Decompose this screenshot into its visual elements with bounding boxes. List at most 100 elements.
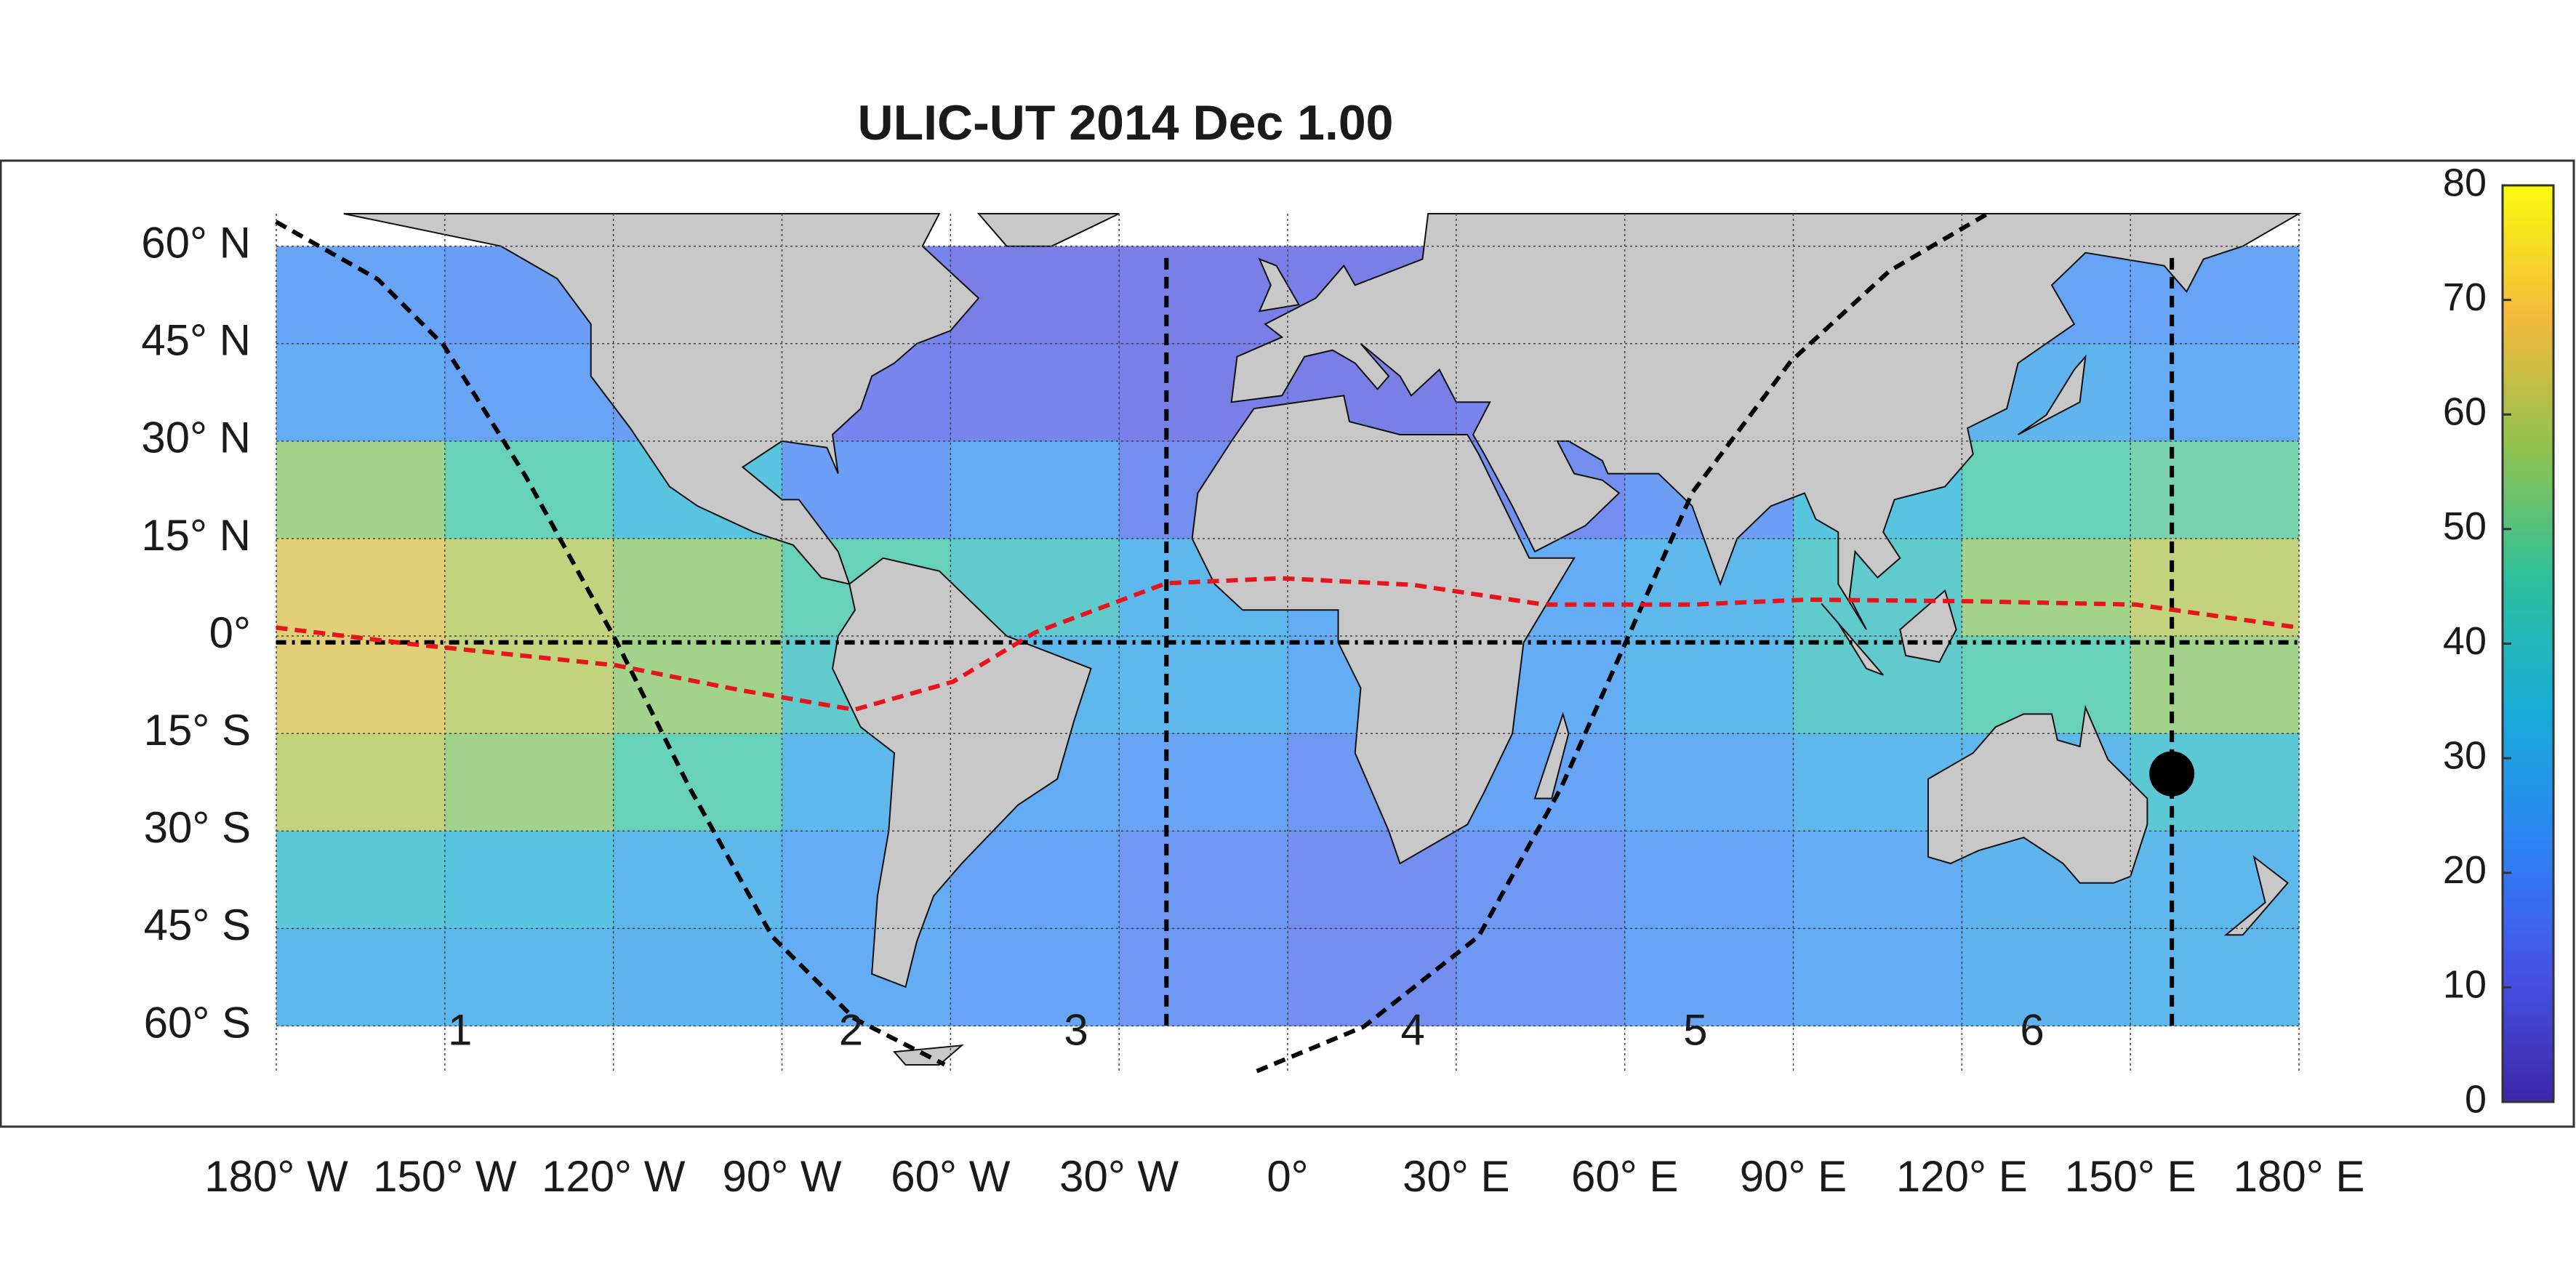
y-tick-label: 15° S <box>144 706 251 754</box>
colorbar-tick-label: 10 <box>2443 963 2487 1007</box>
field-cell <box>1119 831 1288 929</box>
colorbar-tick-label: 30 <box>2443 733 2487 777</box>
field-cell <box>613 733 782 832</box>
x-tick-label: 180° W <box>204 1152 348 1201</box>
y-tick-label: 0° <box>209 608 251 657</box>
field-cell <box>1288 928 1457 1026</box>
land <box>1927 704 2148 884</box>
field-cell <box>613 928 782 1026</box>
x-tick-label: 150° W <box>373 1152 517 1201</box>
field-cell <box>276 636 446 734</box>
field-cell <box>1624 733 1794 832</box>
x-tick-label: 90° E <box>1740 1152 1847 1201</box>
field-cell <box>444 440 614 539</box>
field-cell <box>276 246 446 345</box>
field-cell <box>2130 636 2300 734</box>
field-cell <box>950 246 1120 345</box>
field-cell <box>613 538 782 637</box>
field-cell <box>276 440 446 539</box>
great-circle <box>1256 212 1989 1074</box>
colorbar-tick-label: 40 <box>2443 619 2487 663</box>
colorbar-tick-label: 80 <box>2443 161 2487 204</box>
axes-frame <box>0 159 2575 1128</box>
land <box>2018 354 2087 435</box>
field-cell <box>444 831 614 929</box>
region-label: 3 <box>1064 1006 1088 1055</box>
site-marker <box>2149 751 2195 797</box>
field-cell <box>276 928 446 1026</box>
field-cell <box>1119 246 1288 345</box>
field-cell <box>276 343 446 442</box>
field-cell <box>444 928 614 1026</box>
x-tick-label: 60° W <box>891 1152 1010 1201</box>
region-label: 5 <box>1683 1006 1707 1055</box>
colorbar-tick-label: 60 <box>2443 390 2487 434</box>
field-cell <box>444 343 614 442</box>
field-cell <box>1456 928 1626 1026</box>
field-cell <box>613 636 782 734</box>
field-cell <box>2130 928 2300 1026</box>
land <box>2223 855 2289 936</box>
x-tick-label: 150° E <box>2065 1152 2196 1201</box>
field-cell <box>782 928 951 1026</box>
y-tick-label: 45° S <box>144 901 251 949</box>
x-tick-label: 0° <box>1267 1152 1308 1201</box>
land <box>832 557 1092 989</box>
x-tick-label: 120° E <box>1896 1152 2028 1201</box>
field-cell <box>444 538 614 637</box>
field-cell <box>276 831 446 929</box>
field-cell <box>1624 636 1794 734</box>
field-cell <box>950 343 1120 442</box>
field-cell <box>1119 733 1288 832</box>
y-tick-label: 45° N <box>141 316 251 365</box>
colorbar-tick-label: 50 <box>2443 504 2487 548</box>
land <box>1821 603 1884 676</box>
field-cell <box>950 440 1120 539</box>
y-tick-label: 30° N <box>141 414 251 462</box>
field-cell <box>1624 928 1794 1026</box>
field-cell <box>1119 636 1288 734</box>
chart-title: ULIC-UT 2014 Dec 1.00 <box>858 95 1394 150</box>
field-cell <box>1119 928 1288 1026</box>
land <box>1258 257 1301 313</box>
x-tick-label: 120° W <box>542 1152 686 1201</box>
field-cell <box>613 831 782 929</box>
region-label: 4 <box>1401 1006 1425 1055</box>
field-cell <box>276 538 446 637</box>
y-tick-label: 15° N <box>141 511 251 560</box>
field-cell <box>1456 831 1626 929</box>
y-tick-label: 60° N <box>141 219 251 267</box>
field-cell <box>2130 440 2300 539</box>
region-label: 2 <box>839 1006 863 1055</box>
field-cell <box>2130 343 2300 442</box>
region-label: 1 <box>448 1006 472 1055</box>
field-cell <box>950 928 1120 1026</box>
y-tick-label: 30° S <box>144 803 251 852</box>
field-cell <box>444 733 614 832</box>
y-tick-label: 60° S <box>144 998 251 1047</box>
land <box>1191 395 1576 865</box>
region-label: 6 <box>2020 1006 2044 1055</box>
field-cell <box>1793 928 1962 1026</box>
colorbar-tick-label: 70 <box>2443 275 2487 319</box>
field-cell <box>1624 831 1794 929</box>
field-cell <box>276 733 446 832</box>
colorbar-tick-label: 20 <box>2443 848 2487 892</box>
land <box>1230 213 2302 630</box>
great-circle <box>275 220 946 1067</box>
field-cell <box>950 831 1120 929</box>
field-cell <box>1962 440 2131 539</box>
magnetic-equator <box>276 576 2299 712</box>
field-cell <box>1962 538 2131 637</box>
x-tick-label: 90° W <box>722 1152 841 1201</box>
land <box>976 213 1120 247</box>
x-tick-label: 30° E <box>1403 1152 1509 1201</box>
x-tick-label: 180° E <box>2234 1152 2365 1201</box>
colorbar-tick-label: 0 <box>2465 1077 2487 1121</box>
land <box>1533 711 1570 800</box>
field-cell <box>2130 538 2300 637</box>
x-tick-label: 30° W <box>1059 1152 1179 1201</box>
field-cell <box>1962 928 2131 1026</box>
x-tick-label: 60° E <box>1571 1152 1678 1201</box>
